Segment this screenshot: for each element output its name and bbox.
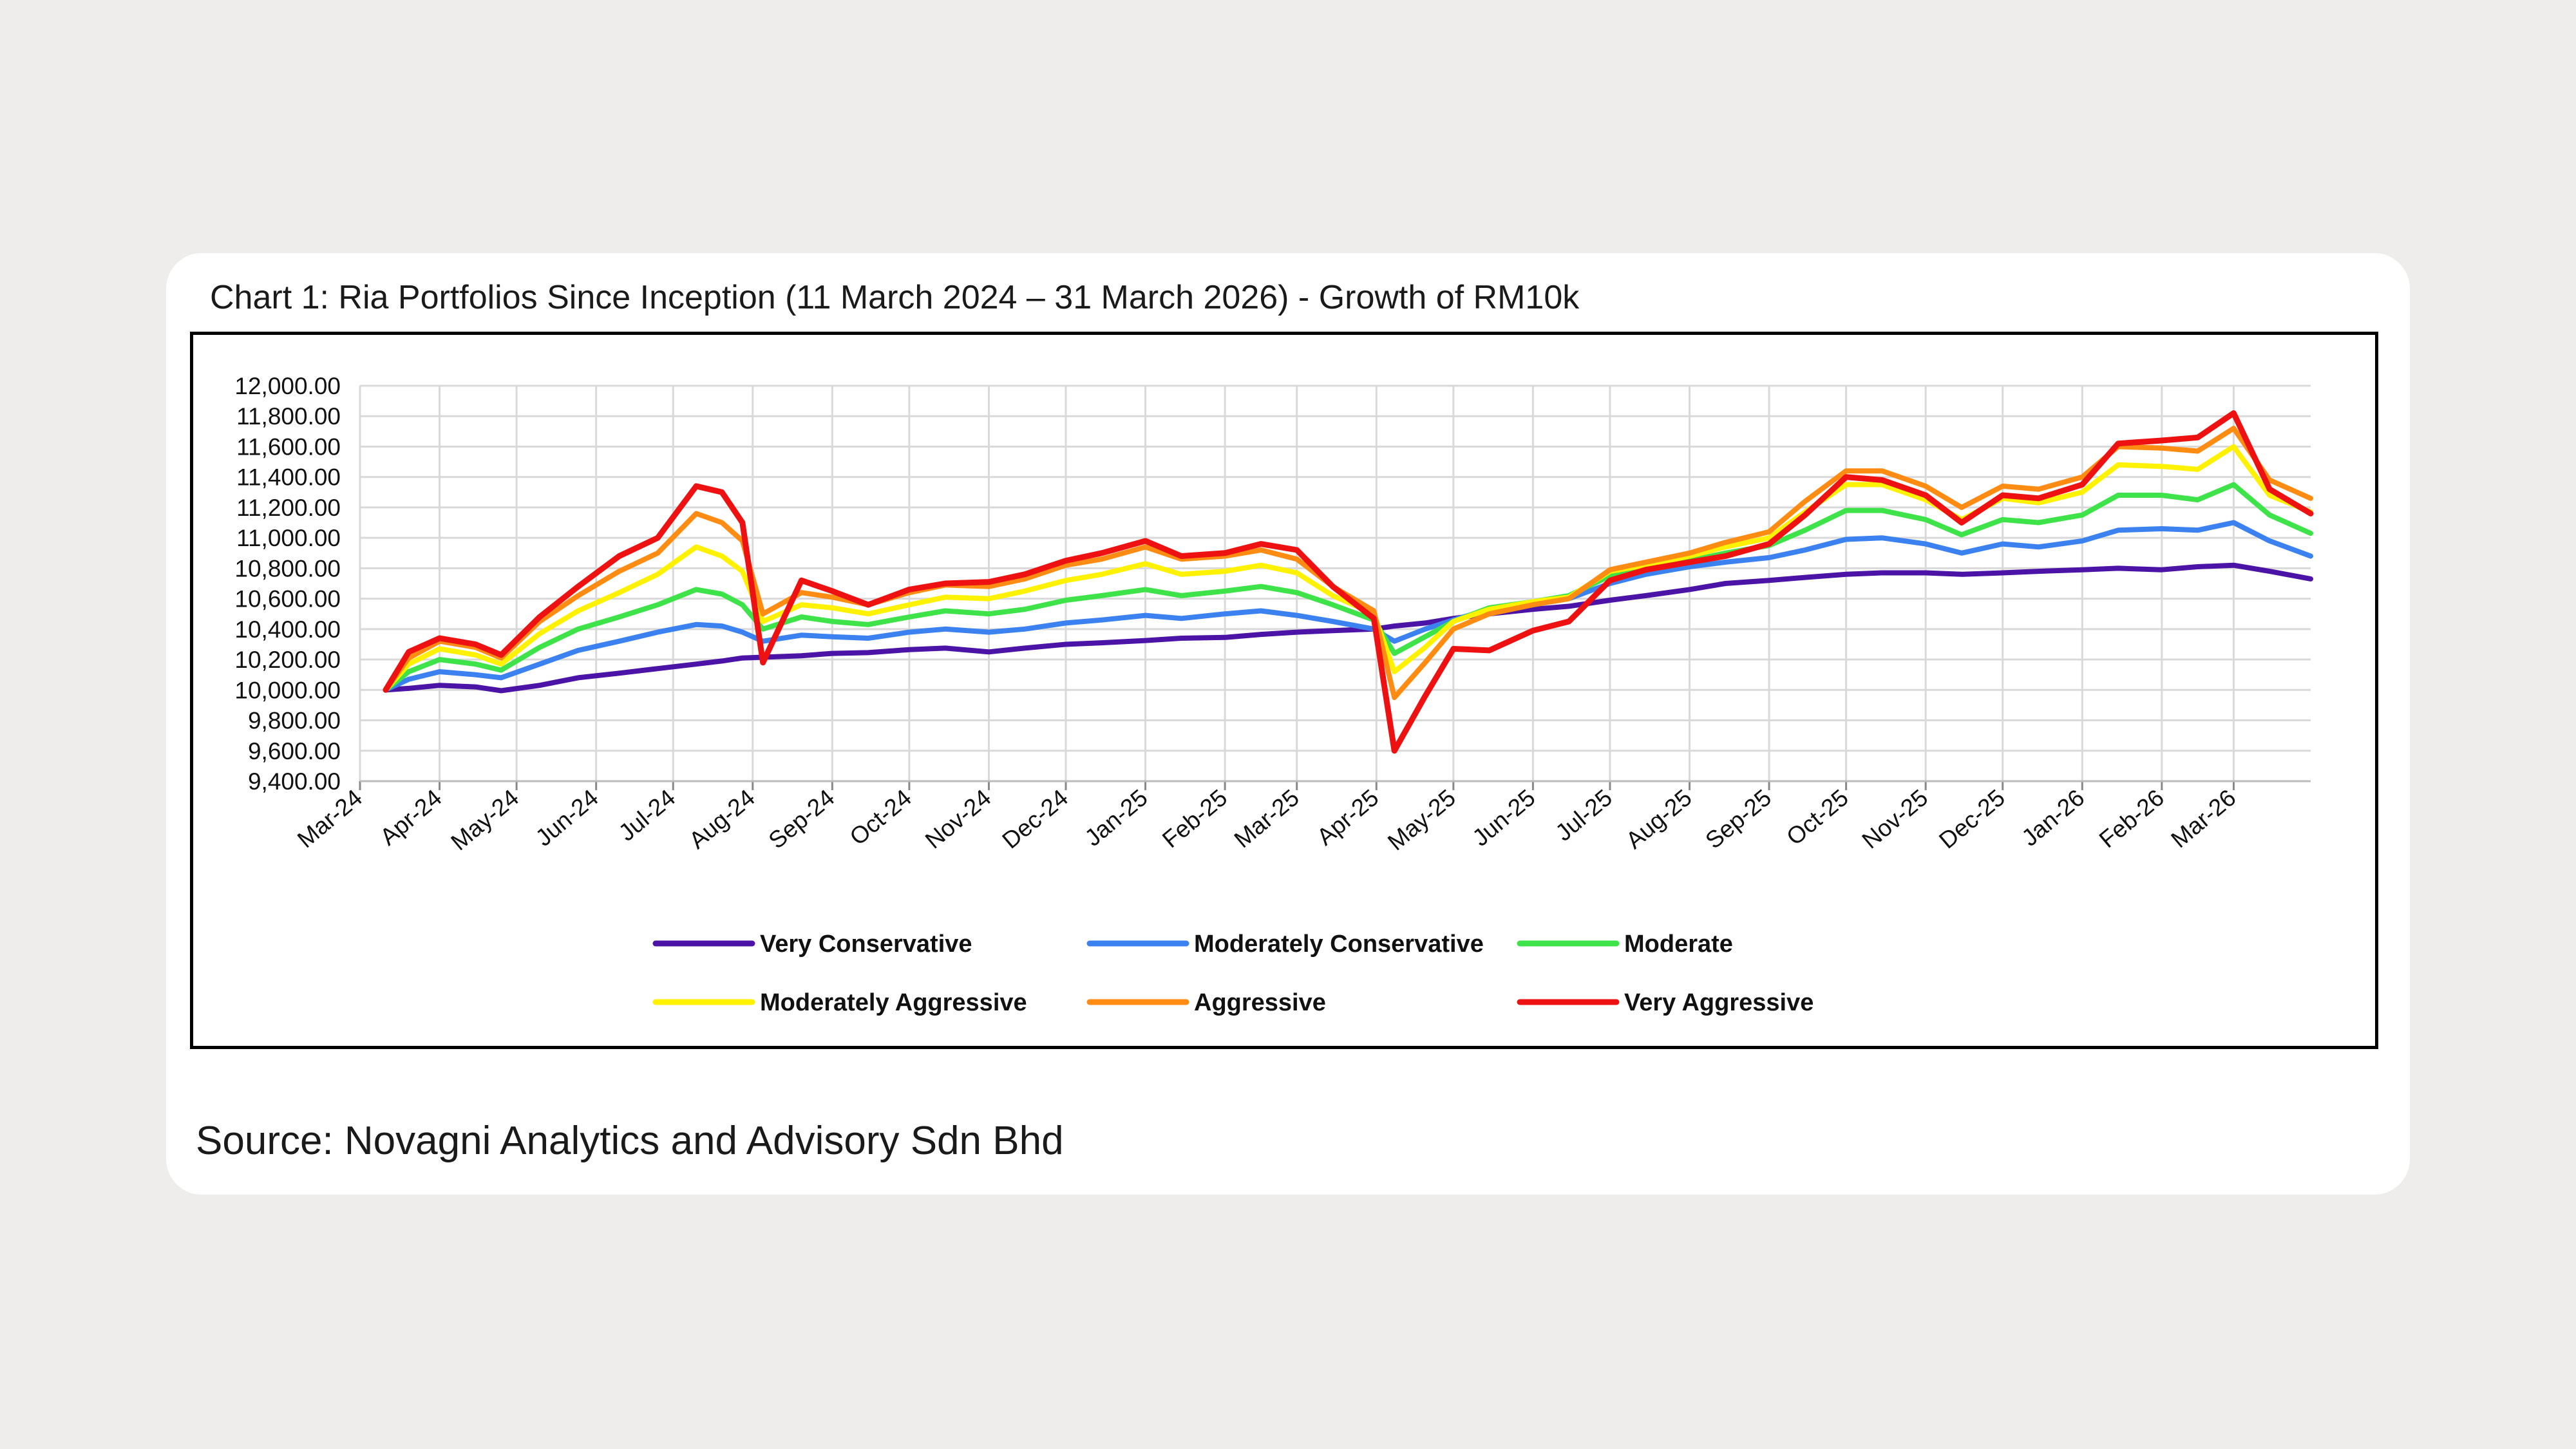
series-lines bbox=[383, 410, 2314, 754]
y-tick-label: 11,400.00 bbox=[236, 464, 341, 491]
x-tick-label: Jul-24 bbox=[614, 784, 681, 846]
x-tick-label: Oct-24 bbox=[845, 784, 916, 851]
series-line-moderately-conservative bbox=[383, 520, 2313, 693]
chart-title: Chart 1: Ria Portfolios Since Inception … bbox=[210, 279, 1580, 316]
legend: Very Conservative Moderately Conservative… bbox=[652, 931, 1814, 1016]
y-tick-label: 12,000.00 bbox=[234, 373, 341, 399]
legend-label: Aggressive bbox=[1194, 989, 1326, 1016]
y-axis-ticks: 12,000.00 11,800.00 11,600.00 11,400.00 11,2… bbox=[234, 373, 341, 795]
legend-label: Moderately Conservative bbox=[1194, 931, 1484, 958]
y-tick-label: 9,600.00 bbox=[248, 738, 341, 764]
y-tick-label: 9,400.00 bbox=[248, 768, 341, 795]
y-tick-label: 10,600.00 bbox=[234, 586, 341, 612]
series-line-very-conservative bbox=[383, 562, 2313, 694]
x-tick-label: Jan-26 bbox=[2016, 784, 2089, 851]
x-tick-label: Dec-25 bbox=[1934, 784, 2010, 854]
y-tick-label: 11,000.00 bbox=[236, 525, 341, 551]
x-tick-label: Jun-24 bbox=[531, 784, 603, 851]
y-tick-label: 11,600.00 bbox=[236, 433, 341, 460]
x-tick-label: Apr-25 bbox=[1312, 784, 1383, 851]
legend-label: Moderate bbox=[1624, 931, 1733, 958]
series-line-moderate bbox=[383, 482, 2313, 693]
x-tick-label: May-24 bbox=[446, 784, 524, 856]
x-tick-label: Feb-25 bbox=[1157, 784, 1232, 853]
x-tick-label: Oct-25 bbox=[1781, 784, 1853, 851]
x-tick-label: Jun-25 bbox=[1468, 784, 1540, 851]
y-tick-label: 10,400.00 bbox=[234, 616, 341, 643]
x-tick-label: Apr-24 bbox=[375, 784, 446, 851]
y-tick-label: 10,000.00 bbox=[234, 677, 341, 703]
x-tick-label: Sep-24 bbox=[764, 784, 840, 854]
x-tick-label: May-25 bbox=[1383, 784, 1461, 856]
legend-label: Moderately Aggressive bbox=[760, 989, 1027, 1016]
x-tick-label: Aug-25 bbox=[1621, 784, 1697, 854]
legend-label: Very Aggressive bbox=[1624, 989, 1814, 1016]
y-tick-label: 11,200.00 bbox=[236, 495, 341, 521]
x-tick-label: Aug-24 bbox=[684, 784, 760, 854]
x-tick-label: Dec-24 bbox=[997, 784, 1073, 854]
y-tick-label: 10,200.00 bbox=[234, 647, 341, 673]
x-tick-label: Jan-25 bbox=[1080, 784, 1153, 851]
legend-label: Very Conservative bbox=[760, 931, 972, 958]
y-tick-label: 9,800.00 bbox=[248, 708, 341, 734]
chart-frame: 12,000.00 11,800.00 11,600.00 11,400.00 11,2… bbox=[190, 332, 2378, 1049]
x-tick-label: Feb-26 bbox=[2094, 784, 2169, 853]
series-line-aggressive bbox=[383, 426, 2313, 701]
x-tick-label: Nov-25 bbox=[1857, 784, 1933, 854]
x-tick-label: Mar-25 bbox=[1229, 784, 1304, 853]
y-tick-label: 10,800.00 bbox=[234, 555, 341, 582]
series-line-very-aggressive bbox=[383, 410, 2314, 754]
x-tick-label: Nov-24 bbox=[920, 784, 996, 854]
line-chart: 12,000.00 11,800.00 11,600.00 11,400.00 11,2… bbox=[234, 373, 2314, 1016]
y-tick-label: 11,800.00 bbox=[236, 403, 341, 430]
x-tick-label: Sep-25 bbox=[1700, 784, 1776, 854]
x-tick-label: Jul-25 bbox=[1551, 784, 1618, 846]
source-note: Source: Novagni Analytics and Advisory S… bbox=[196, 1119, 1064, 1163]
x-tick-label: Mar-26 bbox=[2166, 784, 2240, 853]
